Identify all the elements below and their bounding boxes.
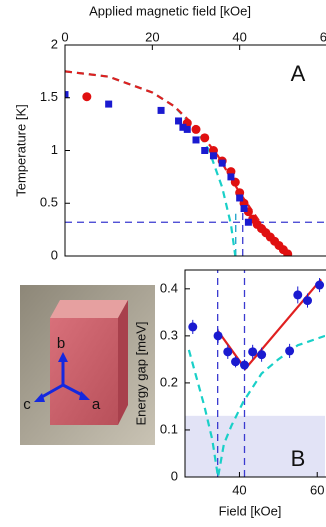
data-point [201,147,209,154]
data-point [315,280,325,290]
data-point [223,347,233,357]
axis-letter: c [23,396,31,413]
data-point [231,357,241,367]
data-point [183,125,191,133]
sample-photo: b c a [20,285,155,445]
data-point [157,106,165,114]
y-tick-label: 0.2 [160,374,178,389]
x-axis-label: Field [kOe] [219,503,282,518]
data-point [209,152,217,160]
data-point [65,91,69,99]
axis-letter: b [57,335,65,352]
data-point [244,218,252,226]
y-tick-label: 0 [51,247,58,262]
y-tick-label: 0.3 [160,327,178,342]
data-point [105,100,113,108]
data-point [248,347,258,357]
data-point [257,350,267,360]
y-tick-label: 0.4 [160,280,178,295]
y-tick-label: 0.1 [160,421,178,436]
data-point [303,296,312,306]
y-tick-label: 2 [51,36,58,51]
data-point [213,331,223,341]
plot-frame [184,269,326,478]
data-point [175,117,183,125]
y-tick-label: 1.5 [40,89,58,104]
data-point [218,159,226,167]
data-point [240,205,248,213]
x-tick-label: 20 [145,29,159,44]
data-point [200,133,210,143]
x-tick-label: 60 [310,482,324,497]
data-point [285,346,295,356]
data-point [240,360,249,370]
data-point [227,173,235,181]
y-axis-label: Energy gap [meV] [133,321,148,425]
curve [217,278,322,371]
data-point [236,194,244,202]
data-point [82,92,92,102]
curve [187,334,325,477]
y-tick-label: 1 [51,142,58,157]
data-point [192,136,200,144]
panel-label: B [291,446,306,471]
y-tick-label: 0 [171,468,178,483]
axis-title: Applied magnetic field [kOe] [89,3,251,18]
x-tick-label: 40 [232,482,246,497]
axis-letter: a [92,396,101,413]
x-tick-label: 60 [320,29,326,44]
plot-area [65,70,326,256]
panel-label: A [291,61,306,86]
data-point [293,290,303,300]
plot-area [185,270,325,477]
y-tick-label: 0.5 [40,195,58,210]
x-tick-label: 40 [232,29,246,44]
x-tick-label: 0 [61,29,68,44]
data-point [188,322,198,332]
y-axis-label: Temperature [K] [13,104,28,197]
data-point [191,124,201,134]
data-point [179,123,187,131]
data-point [283,249,293,256]
